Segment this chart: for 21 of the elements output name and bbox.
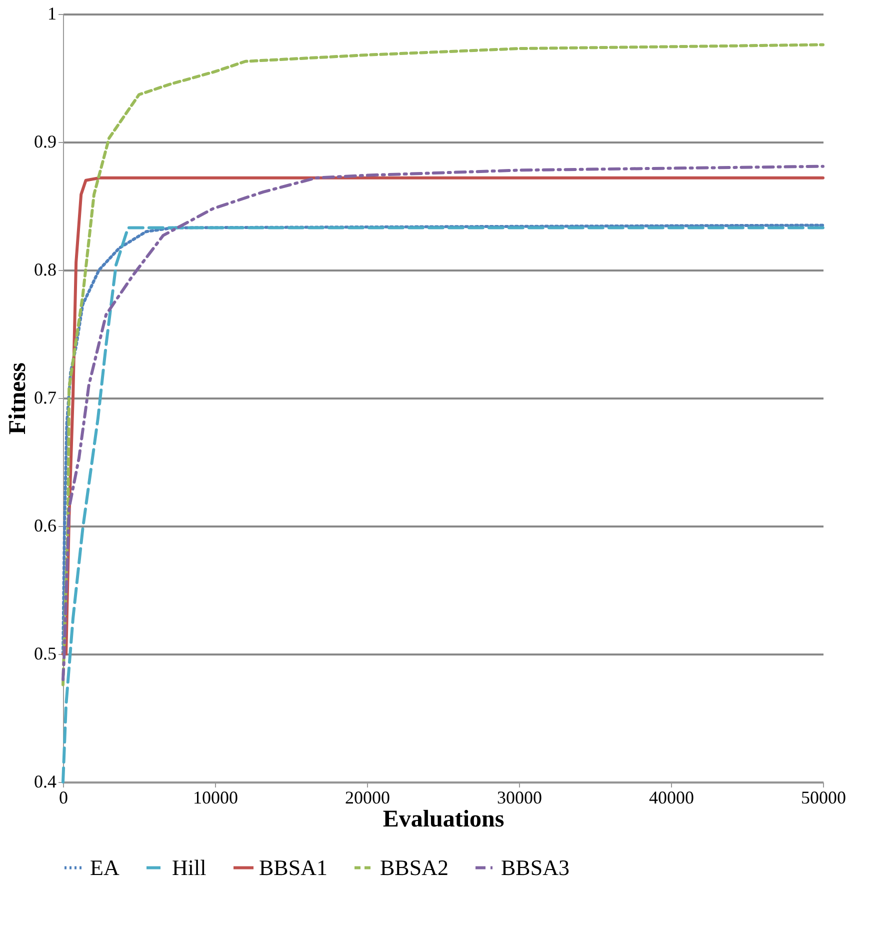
legend-label: EA — [90, 854, 120, 880]
y-tick-label: 0.6 — [34, 516, 56, 536]
x-tick-label: 40000 — [649, 788, 694, 808]
x-tick-label: 50000 — [801, 788, 846, 808]
y-tick-label: 0.4 — [34, 772, 56, 792]
x-tick-label: 30000 — [497, 788, 542, 808]
y-tick-label: 0.9 — [34, 132, 56, 152]
x-axis-title: Evaluations — [382, 806, 504, 832]
x-tick-label: 0 — [59, 788, 68, 808]
y-axis-title: Fitness — [5, 362, 31, 434]
legend-label: Hill — [172, 854, 206, 880]
legend-label: BBSA1 — [259, 854, 328, 880]
y-tick-label: 0.8 — [34, 260, 56, 280]
line-series — [62, 43, 824, 686]
y-tick-label: 0.7 — [34, 388, 56, 408]
y-tick-label: 0.5 — [34, 644, 56, 664]
y-tick-label: 1 — [48, 4, 56, 24]
legend-label: BBSA3 — [501, 854, 570, 880]
x-tick-label: 20000 — [345, 788, 390, 808]
legend-label: BBSA2 — [380, 854, 448, 880]
x-tick-label: 10000 — [193, 788, 238, 808]
